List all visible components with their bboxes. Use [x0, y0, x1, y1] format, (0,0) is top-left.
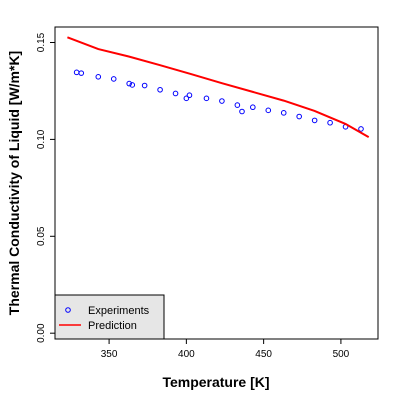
x-tick-label: 400	[178, 349, 195, 360]
legend-box	[54, 294, 165, 340]
x-tick-label: 450	[255, 349, 272, 360]
experiment-point	[126, 80, 132, 87]
experiment-point	[95, 74, 102, 80]
legend-point-swatch	[65, 307, 71, 313]
data-marks	[67, 36, 370, 138]
experiment-point	[311, 117, 318, 124]
experiment-point	[250, 104, 256, 111]
prediction-line	[67, 36, 370, 138]
legend: Experiments Prediction	[54, 294, 165, 340]
experiment-point	[73, 69, 80, 76]
x-tick-label: 350	[101, 349, 118, 360]
experiment-point	[234, 102, 241, 108]
experiment-point	[219, 98, 225, 104]
y-axis: 0.00 0.05 0.10 0.15	[36, 32, 55, 343]
legend-label-prediction: Prediction	[88, 320, 137, 332]
experiment-point	[141, 82, 148, 89]
y-tick-label: 0.15	[36, 32, 47, 52]
experiment-point	[327, 119, 333, 126]
x-axis: 350 400 450 500	[101, 339, 350, 360]
experiment-point	[239, 108, 245, 115]
experiment-point	[129, 82, 136, 88]
plot-frame	[54, 26, 379, 340]
experiment-point	[203, 95, 210, 102]
experiment-point	[78, 70, 85, 76]
experiment-point	[296, 113, 302, 120]
y-tick-label: 0.05	[36, 226, 47, 246]
y-tick-label: 0.10	[36, 129, 47, 149]
experiment-point	[280, 110, 287, 116]
experiment-point	[172, 90, 179, 97]
experiment-point	[186, 92, 193, 99]
experiment-point	[157, 86, 163, 93]
legend-label-experiments: Experiments	[88, 305, 150, 317]
experiment-point	[183, 95, 190, 102]
experiment-point	[265, 107, 272, 114]
x-axis-title: Temperature [K]	[162, 374, 269, 390]
experiment-point	[358, 126, 364, 132]
x-tick-label: 500	[333, 349, 350, 360]
y-axis-title: Thermal Conductivity of Liquid [W/m*K]	[6, 51, 22, 315]
y-tick-label: 0.00	[36, 323, 47, 343]
experiment-point	[110, 76, 117, 82]
